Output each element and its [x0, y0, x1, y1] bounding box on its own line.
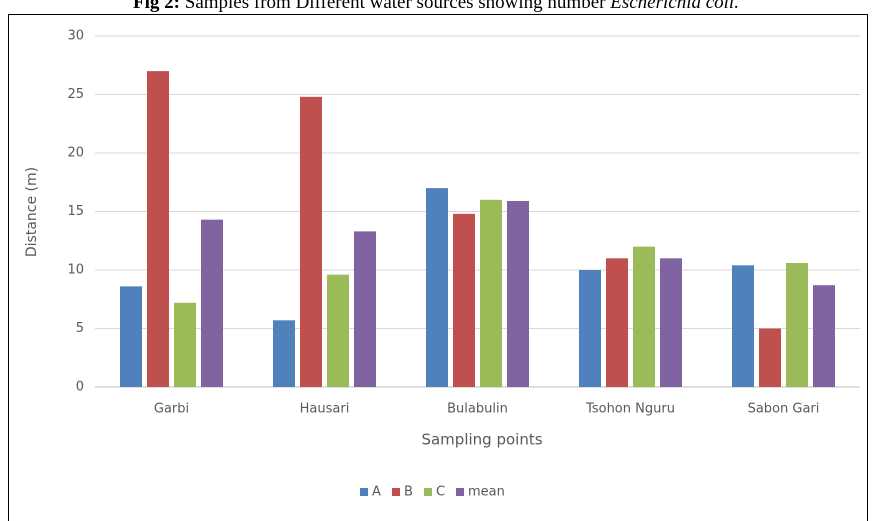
x-tick-label: Tsohon Nguru — [585, 402, 675, 417]
legend-label: C — [436, 485, 445, 500]
bar — [201, 219, 223, 387]
legend-label: A — [372, 485, 381, 500]
bar — [732, 265, 754, 387]
bar — [813, 285, 835, 387]
x-tick-label: Sabon Gari — [748, 402, 820, 417]
y-tick-label: 20 — [67, 146, 84, 161]
bar — [300, 96, 322, 387]
bar — [453, 213, 475, 387]
x-tick-label: Bulabulin — [447, 402, 508, 417]
legend-label: B — [404, 485, 413, 500]
bar — [174, 302, 196, 387]
y-tick-label: 15 — [67, 204, 84, 219]
legend-swatch — [392, 488, 400, 496]
y-axis-label: Distance (m) — [24, 167, 40, 257]
y-tick-label: 10 — [67, 263, 84, 278]
bar — [273, 320, 295, 387]
y-tick-label: 0 — [76, 380, 84, 395]
bar — [147, 71, 169, 387]
bar — [120, 286, 142, 387]
bar — [507, 200, 529, 387]
bar — [354, 231, 376, 387]
bar — [660, 258, 682, 387]
legend-swatch — [360, 488, 368, 496]
legend-swatch — [456, 488, 464, 496]
bar — [786, 262, 808, 387]
bar — [606, 258, 628, 387]
title-organism: Escherichia coli. — [609, 0, 739, 13]
bar — [480, 199, 502, 387]
bar — [426, 188, 448, 387]
x-axis-label: Sampling points — [421, 431, 542, 449]
bar — [327, 274, 349, 387]
legend-label: mean — [468, 485, 505, 500]
title-label: Fig 2: — [133, 0, 180, 13]
y-tick-label: 25 — [67, 87, 84, 102]
chart-title: Fig 2: Samples from Different water sour… — [133, 0, 739, 13]
x-tick-label: Hausari — [300, 402, 350, 417]
bar — [759, 328, 781, 387]
bar — [579, 270, 601, 387]
y-tick-label: 30 — [67, 29, 84, 44]
x-tick-label: Garbi — [154, 402, 189, 417]
bar — [633, 246, 655, 387]
y-tick-label: 5 — [76, 321, 84, 336]
title-text: Samples from Different water sources sho… — [185, 0, 606, 13]
legend-swatch — [424, 488, 432, 496]
